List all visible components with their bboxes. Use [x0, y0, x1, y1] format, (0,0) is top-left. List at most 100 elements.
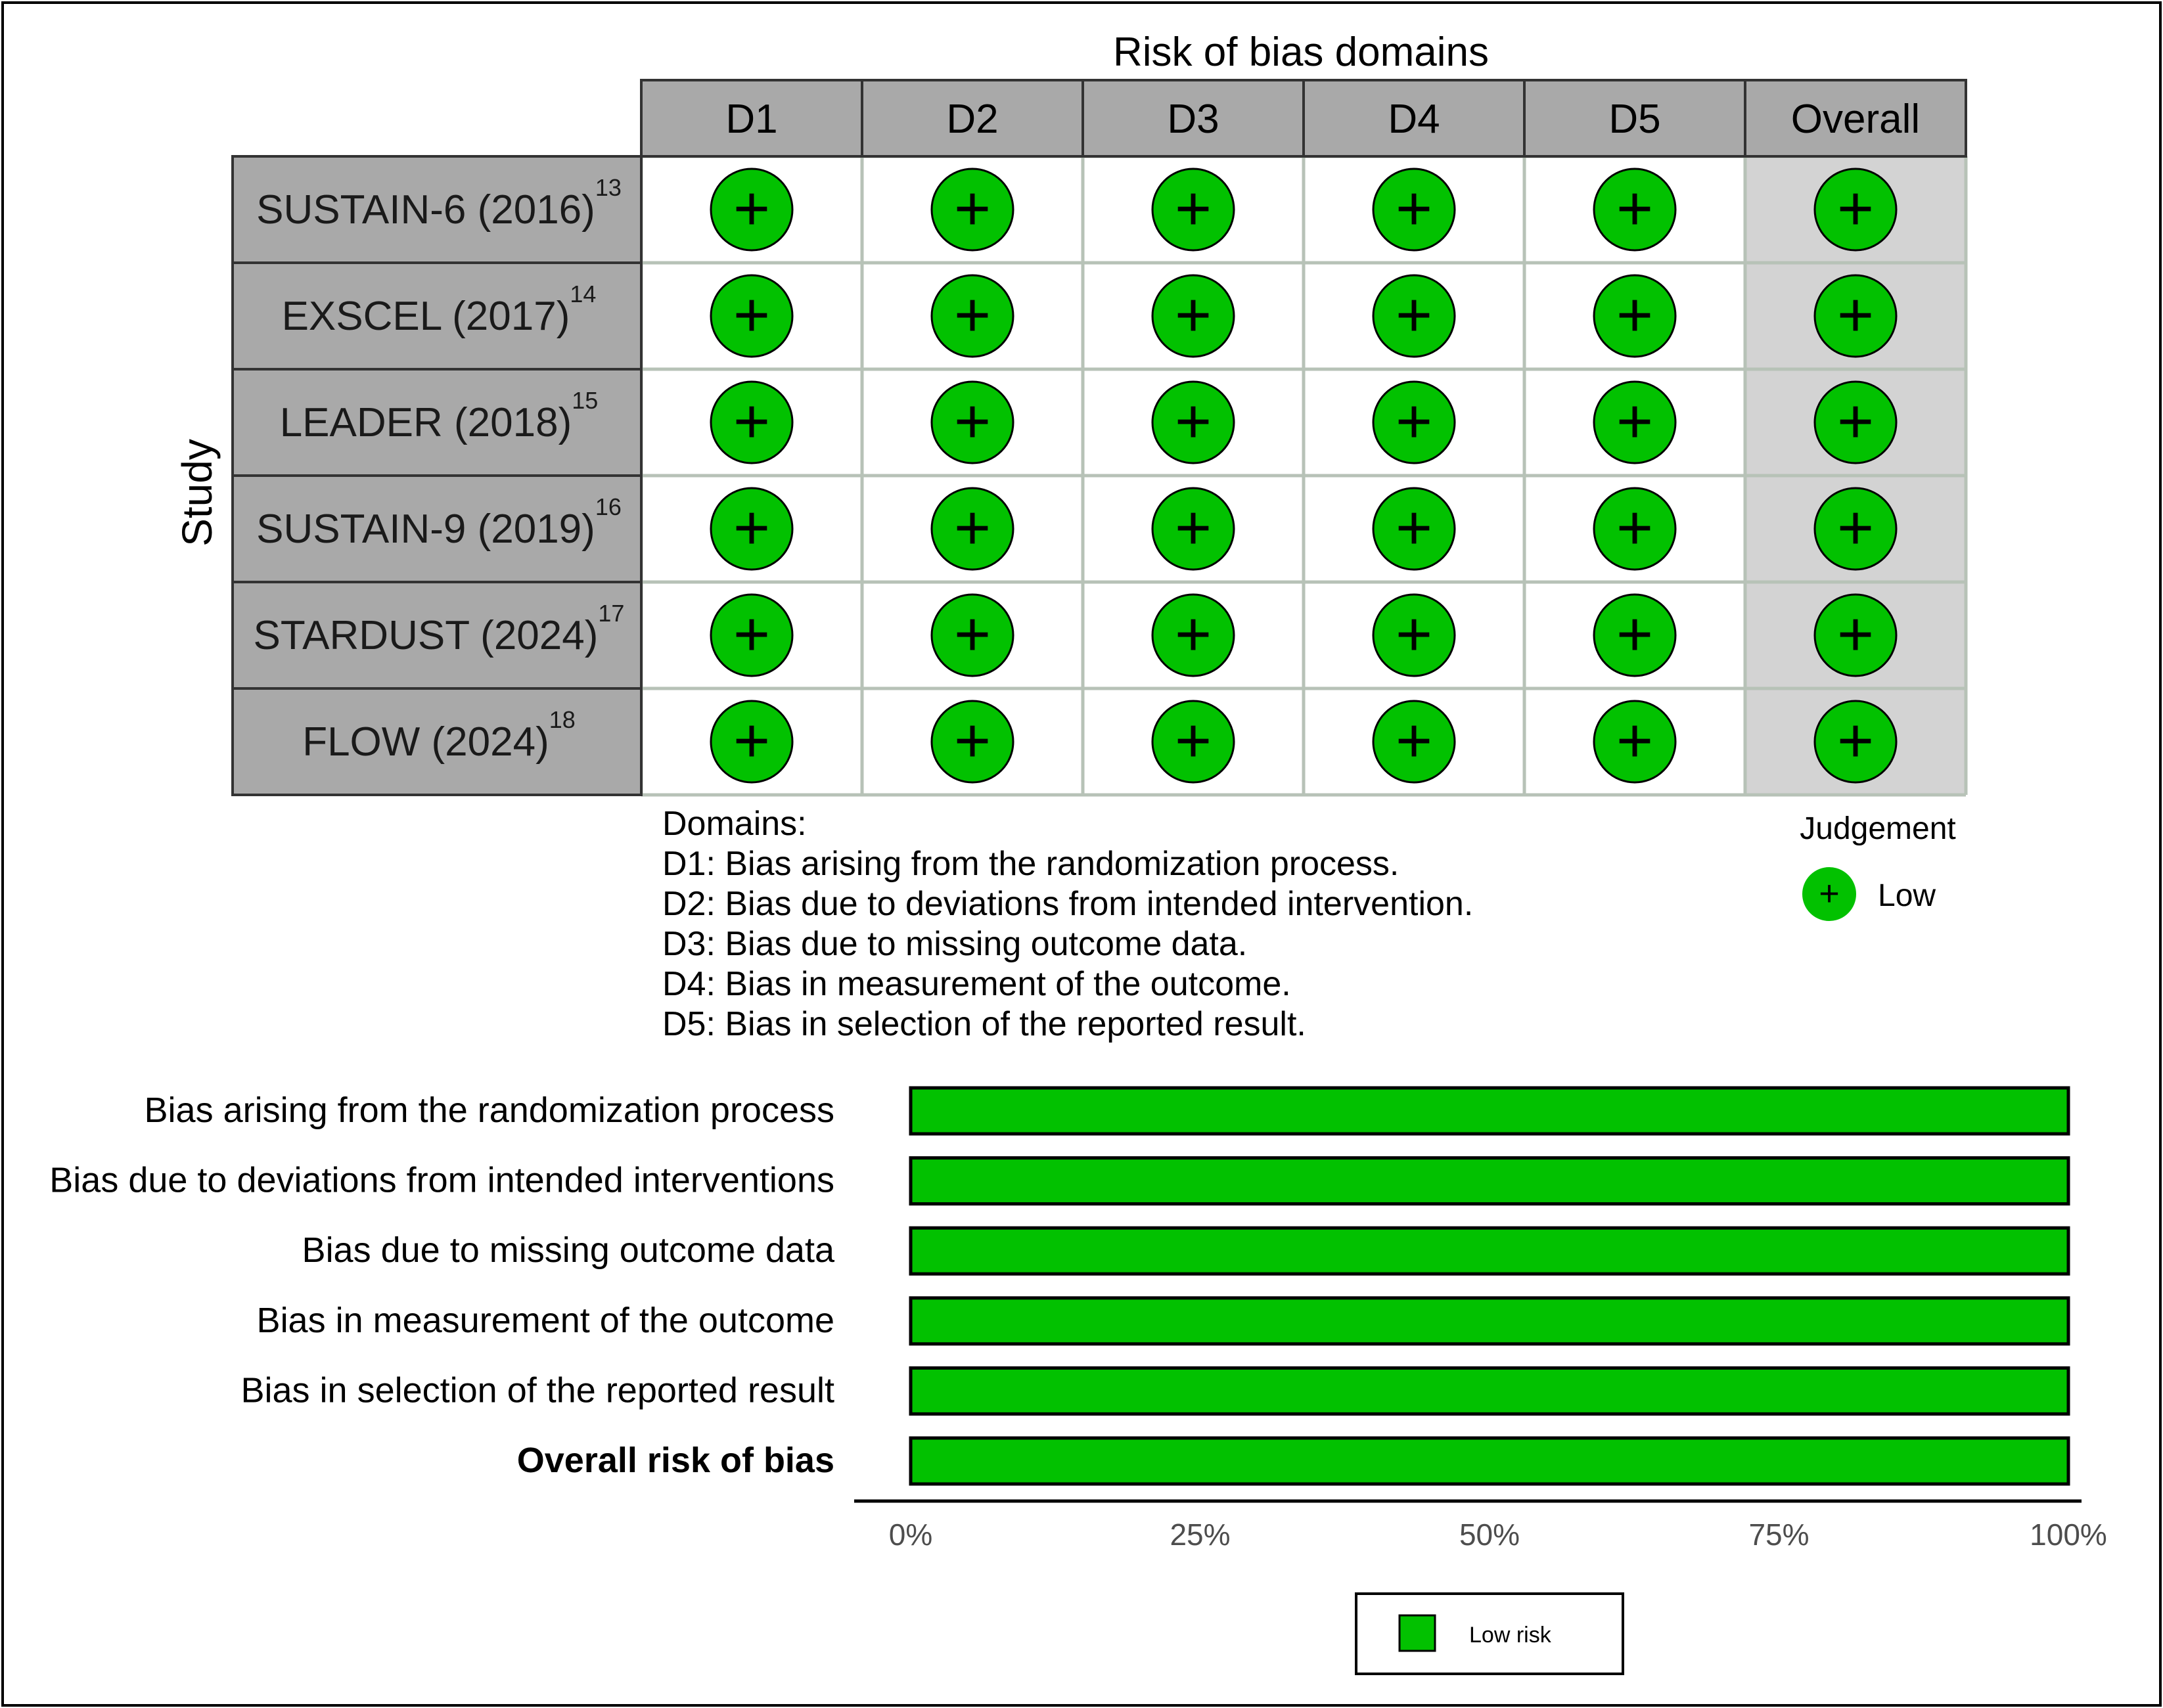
judgement-low-icon: [1151, 593, 1235, 677]
judgement-low-icon: [930, 700, 1014, 784]
judgement-low-icon: [1593, 380, 1677, 464]
domain-header-cell: [861, 79, 1084, 158]
judgement-legend-label: Low: [1878, 878, 1936, 913]
judgement-symbol: +: [954, 706, 991, 776]
x-tick-label: 100%: [2030, 1517, 2107, 1552]
bar-low-risk: [909, 1366, 2070, 1416]
study-reference: 15: [572, 387, 598, 414]
judgement-low-icon: [1813, 487, 1898, 571]
judgement-low-icon: [1813, 274, 1898, 358]
traffic-light-plot: Risk of bias domains Study D1 D2 D3 D4 D5 Ove…: [173, 30, 1968, 797]
judgement-symbol: +: [1175, 280, 1212, 350]
study-reference: 16: [595, 493, 622, 520]
judgement-symbol: +: [1396, 493, 1432, 563]
domain-header-cell: [1302, 79, 1526, 158]
domains-heading: Domains:: [662, 805, 807, 843]
bar-category-label: Bias due to missing outcome data: [302, 1230, 835, 1270]
study-label-cell: [231, 368, 643, 477]
judgement-symbol: +: [1837, 599, 1874, 669]
judgement-symbol: +: [733, 706, 770, 776]
bar-low-risk: [909, 1156, 2070, 1206]
judgement-symbol: +: [954, 280, 991, 350]
judgement-low-icon: [1372, 593, 1456, 677]
judgement-low-icon: [710, 274, 794, 358]
domain-description-d5: D5: Bias in selection of the reported re…: [662, 1005, 1306, 1043]
judgement-symbol: +: [954, 493, 991, 563]
judgement-low-icon: [1372, 274, 1456, 358]
judgement-symbol: +: [1837, 280, 1874, 350]
judgement-low-icon: [1151, 274, 1235, 358]
bar-legend-label: Low risk: [1469, 1623, 1552, 1648]
judgement-symbol: +: [1396, 386, 1432, 457]
x-tick-label: 0%: [889, 1517, 932, 1552]
judgement-symbol: +: [1396, 599, 1432, 669]
judgement-symbol: +: [1837, 706, 1874, 776]
judgement-symbol: +: [1616, 386, 1653, 457]
study-label-cell: [231, 687, 643, 796]
judgement-symbol: +: [1175, 386, 1212, 457]
bar-series-low-risk: [909, 1086, 2070, 1486]
judgement-low-icon: [710, 593, 794, 677]
domain-header-cell: [1744, 79, 1967, 158]
bar-legend-swatch: [1398, 1614, 1436, 1652]
x-tick-label: 50%: [1459, 1517, 1520, 1552]
judgement-low-icon: [930, 380, 1014, 464]
bar-low-risk: [909, 1086, 2070, 1136]
judgement-symbol: +: [733, 599, 770, 669]
judgement-legend-title: Judgement: [1800, 811, 1956, 846]
judgement-symbol: +: [1396, 706, 1432, 776]
plus-circle-icon: [1802, 867, 1856, 921]
study-label-cell: [231, 261, 643, 371]
bar-category-label: Bias in measurement of the outcome: [257, 1301, 834, 1340]
study-label-cell: [231, 581, 643, 690]
x-axis-ticks: 0% 25% 50% 75% 100%: [889, 1517, 2107, 1552]
judgement-symbol: +: [733, 493, 770, 563]
bar-category-label: Bias due to deviations from intended int…: [49, 1161, 834, 1200]
judgement-legend-symbol: +: [1819, 874, 1840, 913]
judgement-low-icon: [710, 380, 794, 464]
bar-low-risk: [909, 1436, 2070, 1486]
judgement-symbol: +: [1396, 280, 1432, 350]
judgement-symbol: +: [733, 173, 770, 244]
domain-description-d1: D1: Bias arising from the randomization …: [662, 845, 1399, 883]
judgement-low-icon: [1151, 380, 1235, 464]
judgement-symbol: +: [1616, 599, 1653, 669]
study-reference: 17: [598, 600, 624, 627]
domain-header-label: D2: [946, 97, 998, 142]
judgement-low-icon: [1372, 487, 1456, 571]
judgement-symbol: +: [1396, 173, 1432, 244]
judgement-symbol: +: [1837, 173, 1874, 244]
judgement-low-icon: [1593, 487, 1677, 571]
study-reference: 18: [549, 706, 576, 733]
judgement-low-icon: [1593, 700, 1677, 784]
domain-header-label: D5: [1608, 97, 1660, 142]
study-label-cell: [231, 474, 643, 583]
domain-header-label: D3: [1167, 97, 1219, 142]
judgement-symbol: +: [1616, 173, 1653, 244]
judgement-symbol: +: [733, 280, 770, 350]
judgement-low-icon: [1151, 168, 1235, 252]
judgement-symbol: +: [1837, 386, 1874, 457]
domain-description-d2: D2: Bias due to deviations from intended…: [662, 885, 1473, 923]
judgement-symbol: +: [1175, 706, 1212, 776]
domain-header-label: D4: [1388, 97, 1440, 142]
domain-description-d3: D3: Bias due to missing outcome data.: [662, 925, 1247, 963]
judgement-low-icon: [1813, 168, 1898, 252]
judgement-low-icon: [1593, 593, 1677, 677]
study-reference: 13: [595, 174, 622, 201]
judgement-low-icon: [1372, 168, 1456, 252]
judgement-low-icon: [930, 487, 1014, 571]
judgement-symbol: +: [1175, 493, 1212, 563]
judgement-symbol: +: [1616, 706, 1653, 776]
domain-headers: D1 D2 D3 D4 D5 Overall: [640, 79, 1967, 158]
judgement-low-icon: [1593, 274, 1677, 358]
x-tick-label: 25%: [1170, 1517, 1230, 1552]
domain-descriptions: Domains: D1: Bias arising from the rando…: [662, 805, 1473, 1043]
judgement-symbol: +: [1837, 493, 1874, 563]
bar-category-label: Bias in selection of the reported result: [241, 1370, 835, 1410]
study-reference: 14: [570, 281, 596, 307]
judgement-low-icon: [1151, 487, 1235, 571]
judgement-symbol: +: [1175, 599, 1212, 669]
